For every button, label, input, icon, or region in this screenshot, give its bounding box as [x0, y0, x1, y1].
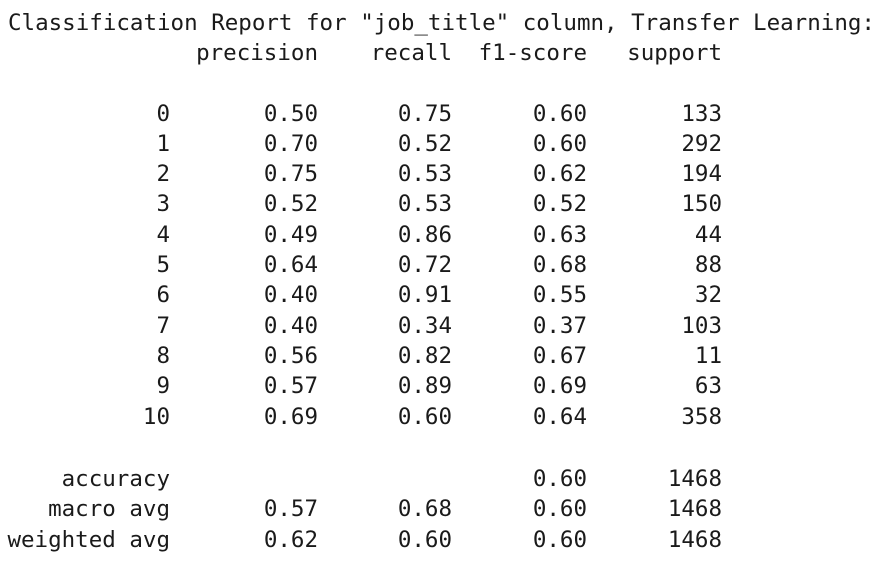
- recall-value: 0.60: [397, 403, 452, 430]
- row-label: 8: [156, 342, 170, 369]
- support-value: 11: [694, 342, 722, 369]
- precision-value: 0.50: [263, 100, 318, 127]
- support-value: 63: [694, 373, 722, 400]
- class-row: 6 0.40 0.91 0.55 32: [0, 280, 882, 310]
- recall-value: 0.53: [397, 191, 452, 218]
- precision-value: 0.40: [263, 312, 318, 339]
- class-row: 2 0.75 0.53 0.62 194: [0, 159, 882, 189]
- support-value: 44: [694, 221, 722, 248]
- support-value: 358: [681, 403, 722, 430]
- class-row: 0 0.50 0.75 0.60 133: [0, 99, 882, 129]
- f1-score-value: 0.67: [532, 342, 587, 369]
- support-value: 1468: [667, 496, 722, 523]
- recall-value: 0.91: [397, 282, 452, 309]
- precision-value: 0.49: [263, 221, 318, 248]
- recall-value: 0.72: [397, 252, 452, 278]
- recall-value: 0.89: [397, 373, 452, 400]
- header-precision: precision: [196, 40, 318, 66]
- support-value: 1468: [667, 466, 722, 492]
- precision-value: 0.75: [263, 161, 318, 188]
- precision-value: 0.40: [263, 282, 318, 309]
- row-label: 9: [156, 373, 170, 400]
- recall-value: 0.82: [397, 342, 452, 369]
- f1-score-value: 0.60: [532, 496, 587, 523]
- row-label: macro avg: [48, 496, 170, 523]
- row-label: 5: [156, 252, 170, 278]
- precision-value: 0.62: [263, 526, 318, 553]
- precision-value: 0.69: [263, 403, 318, 430]
- row-label: weighted avg: [7, 526, 170, 553]
- precision-value: 0.57: [263, 496, 318, 523]
- class-row: 10 0.69 0.60 0.64 358: [0, 402, 882, 432]
- header-row: precision recall f1-score support: [0, 38, 882, 68]
- recall-value: 0.68: [397, 496, 452, 523]
- row-label: 2: [156, 161, 170, 188]
- summary-row: accuracy 0.60 1468: [0, 464, 882, 494]
- support-value: 88: [694, 252, 722, 278]
- row-label: 1: [156, 130, 170, 157]
- support-value: 133: [681, 100, 722, 127]
- recall-value: 0.52: [397, 130, 452, 157]
- report-title: Classification Report for "job_title" co…: [8, 10, 875, 36]
- recall-value: 0.34: [397, 312, 452, 339]
- row-label: 7: [156, 312, 170, 339]
- f1-score-value: 0.69: [532, 373, 587, 400]
- class-row: 1 0.70 0.52 0.60 292: [0, 129, 882, 159]
- row-label: 0: [156, 100, 170, 127]
- recall-value: 0.86: [397, 221, 452, 248]
- f1-score-value: 0.60: [532, 130, 587, 157]
- class-row: 8 0.56 0.82 0.67 11: [0, 341, 882, 371]
- header-recall: recall: [370, 40, 452, 66]
- f1-score-value: 0.55: [532, 282, 587, 309]
- f1-score-value: 0.62: [532, 161, 587, 188]
- recall-value: 0.53: [397, 161, 452, 188]
- support-value: 32: [694, 282, 722, 309]
- support-value: 1468: [667, 526, 722, 553]
- f1-score-value: 0.37: [532, 312, 587, 339]
- f1-score-value: 0.64: [532, 403, 587, 430]
- support-value: 292: [681, 130, 722, 157]
- row-label: accuracy: [61, 466, 170, 492]
- support-value: 194: [681, 161, 722, 188]
- f1-score-value: 0.60: [532, 466, 587, 492]
- row-label: 6: [156, 282, 170, 309]
- header-support: support: [627, 40, 722, 66]
- f1-score-value: 0.63: [532, 221, 587, 248]
- row-label: 10: [142, 403, 170, 430]
- f1-score-value: 0.68: [532, 252, 587, 278]
- header-f1-score: f1-score: [478, 40, 587, 66]
- class-row: 5 0.64 0.72 0.68 88: [0, 250, 882, 280]
- f1-score-value: 0.52: [532, 191, 587, 218]
- precision-value: 0.52: [263, 191, 318, 218]
- class-row: 4 0.49 0.86 0.63 44: [0, 220, 882, 250]
- row-label: 3: [156, 191, 170, 218]
- recall-value: 0.60: [397, 526, 452, 553]
- class-row: 3 0.52 0.53 0.52 150: [0, 189, 882, 219]
- precision-value: 0.56: [263, 342, 318, 369]
- row-label: 4: [156, 221, 170, 248]
- summary-row: weighted avg 0.62 0.60 0.60 1468: [0, 525, 882, 555]
- precision-value: 0.57: [263, 373, 318, 400]
- support-value: 150: [681, 191, 722, 218]
- class-row: 9 0.57 0.89 0.69 63: [0, 371, 882, 401]
- precision-value: 0.64: [263, 252, 318, 278]
- recall-value: 0.75: [397, 100, 452, 127]
- summary-row: macro avg 0.57 0.68 0.60 1468: [0, 494, 882, 524]
- precision-value: 0.70: [263, 130, 318, 157]
- f1-score-value: 0.60: [532, 526, 587, 553]
- class-row: 7 0.40 0.34 0.37 103: [0, 311, 882, 341]
- f1-score-value: 0.60: [532, 100, 587, 127]
- support-value: 103: [681, 312, 722, 339]
